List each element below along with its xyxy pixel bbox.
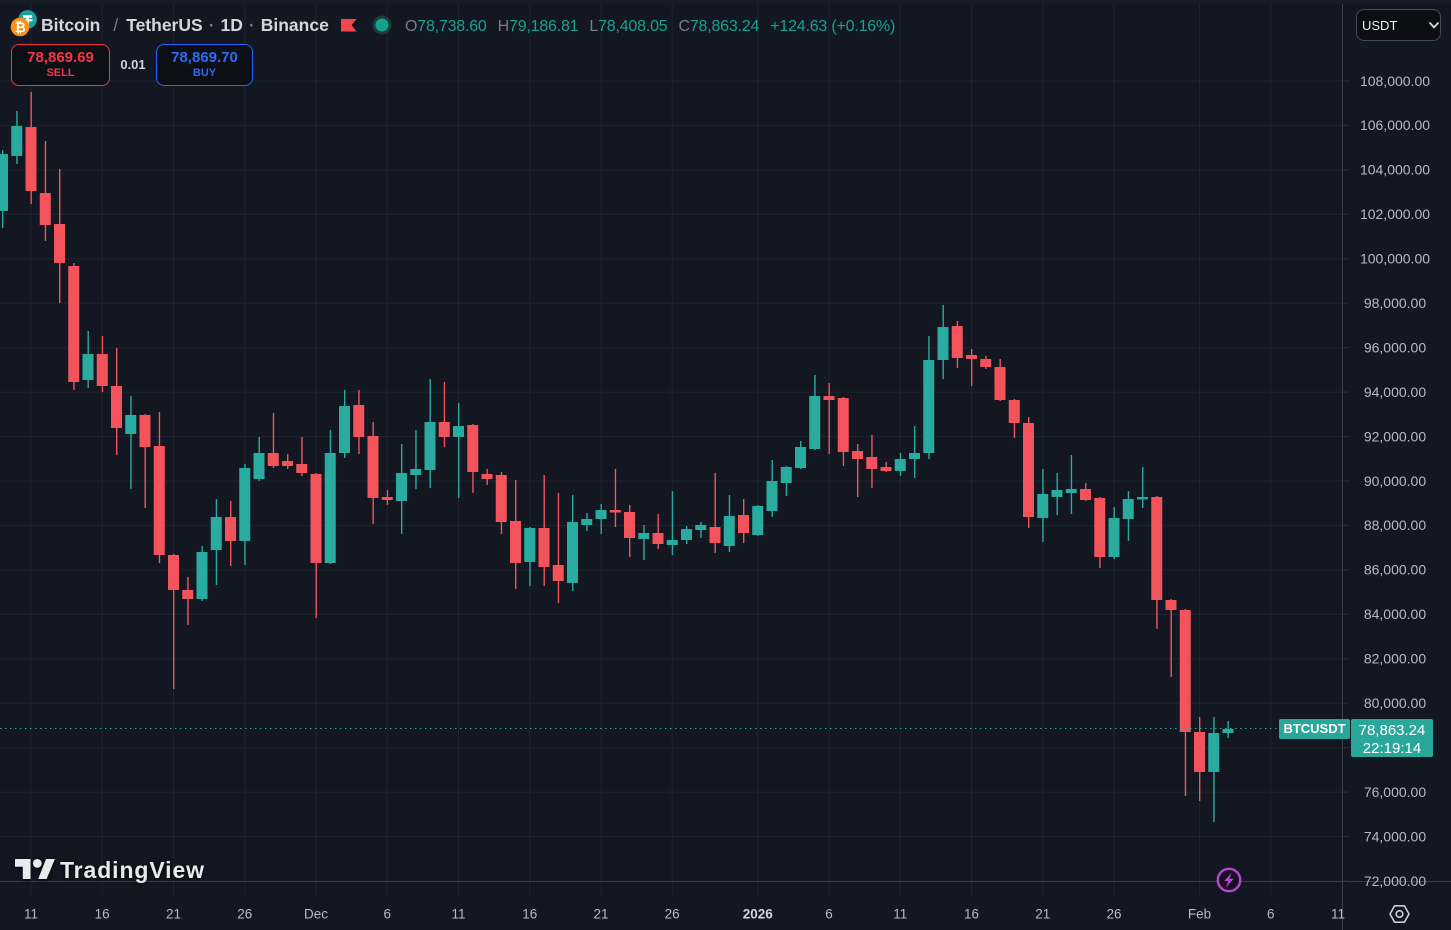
svg-text:88,000.00: 88,000.00 xyxy=(1364,517,1426,533)
svg-text:80,000.00: 80,000.00 xyxy=(1364,695,1426,711)
svg-text:108,000.00: 108,000.00 xyxy=(1360,73,1430,89)
svg-text:21: 21 xyxy=(1035,907,1050,922)
svg-text:26: 26 xyxy=(1106,907,1121,922)
svg-text:92,000.00: 92,000.00 xyxy=(1364,428,1426,444)
svg-text:94,000.00: 94,000.00 xyxy=(1364,384,1426,400)
svg-text:16: 16 xyxy=(95,907,110,922)
svg-text:82,000.00: 82,000.00 xyxy=(1364,651,1426,667)
svg-text:26: 26 xyxy=(237,907,252,922)
svg-text:11: 11 xyxy=(893,907,907,922)
svg-text:TradingView: TradingView xyxy=(60,857,205,883)
svg-text:11: 11 xyxy=(24,907,38,922)
svg-text:26: 26 xyxy=(665,907,680,922)
svg-text:100,000.00: 100,000.00 xyxy=(1360,251,1430,267)
svg-text:6: 6 xyxy=(1267,907,1275,922)
svg-text:21: 21 xyxy=(593,907,608,922)
svg-text:11: 11 xyxy=(1331,907,1345,922)
svg-text:₿: ₿ xyxy=(15,20,26,35)
svg-text:98,000.00: 98,000.00 xyxy=(1364,295,1426,311)
svg-text:6: 6 xyxy=(825,907,833,922)
svg-text:90,000.00: 90,000.00 xyxy=(1364,473,1426,489)
svg-text:11: 11 xyxy=(451,907,465,922)
svg-text:74,000.00: 74,000.00 xyxy=(1364,828,1426,844)
svg-text:106,000.00: 106,000.00 xyxy=(1360,117,1430,133)
svg-text:Dec: Dec xyxy=(304,907,328,922)
svg-text:6: 6 xyxy=(383,907,391,922)
svg-text:76,000.00: 76,000.00 xyxy=(1364,784,1426,800)
svg-text:102,000.00: 102,000.00 xyxy=(1360,206,1430,222)
svg-text:2026: 2026 xyxy=(743,907,774,922)
svg-text:21: 21 xyxy=(166,907,181,922)
svg-text:86,000.00: 86,000.00 xyxy=(1364,562,1426,578)
svg-text:16: 16 xyxy=(964,907,979,922)
svg-text:16: 16 xyxy=(522,907,537,922)
svg-text:96,000.00: 96,000.00 xyxy=(1364,340,1426,356)
svg-text:Feb: Feb xyxy=(1188,907,1211,922)
svg-text:104,000.00: 104,000.00 xyxy=(1360,162,1430,178)
svg-text:72,000.00: 72,000.00 xyxy=(1364,873,1426,889)
svg-text:84,000.00: 84,000.00 xyxy=(1364,606,1426,622)
